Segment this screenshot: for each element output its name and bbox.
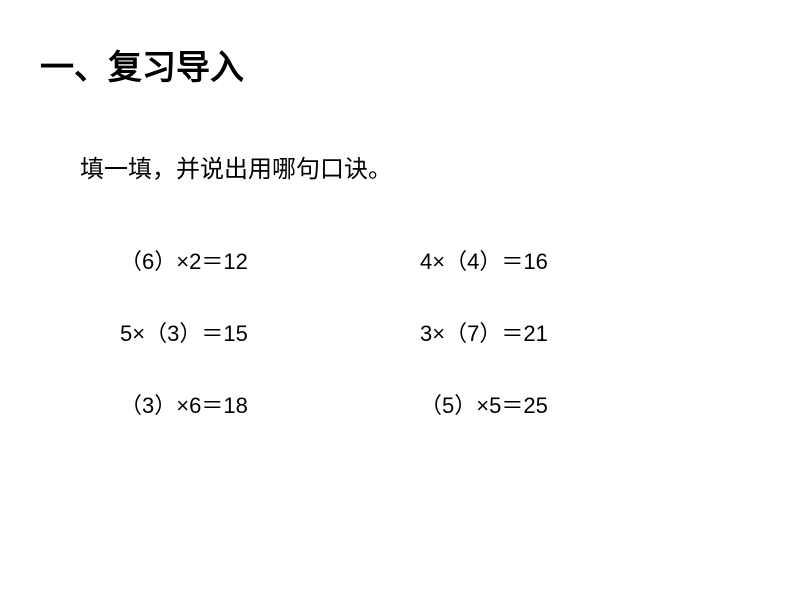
equals-symbol: ＝ [501, 393, 523, 418]
result-value: 21 [523, 321, 547, 346]
paren-close: ） [479, 321, 501, 346]
paren-open: （ [420, 393, 442, 418]
equations-grid: （6）×2＝12 4×（4）＝16 5×（3）＝15 3×（7）＝21 （3）×… [120, 244, 680, 420]
equals-symbol: ＝ [501, 249, 523, 274]
other-operand: 2 [189, 249, 201, 274]
result-value: 16 [523, 249, 547, 274]
equals-symbol: ＝ [201, 249, 223, 274]
result-value: 15 [223, 321, 247, 346]
result-value: 18 [223, 393, 247, 418]
other-operand: 6 [189, 393, 201, 418]
blank-value: 7 [467, 321, 479, 346]
blank-value: 5 [442, 393, 454, 418]
equals-symbol: ＝ [201, 321, 223, 346]
paren-close: ） [154, 249, 176, 274]
equals-symbol: ＝ [201, 393, 223, 418]
slide-page: 一、复习导入 填一填，并说出用哪句口诀。 （6）×2＝12 4×（4）＝16 5… [0, 0, 800, 600]
paren-close: ） [454, 393, 476, 418]
equals-symbol: ＝ [501, 321, 523, 346]
other-operand: 5 [489, 393, 501, 418]
paren-open: （ [120, 393, 142, 418]
page-title: 一、复习导入 [40, 40, 760, 89]
paren-close: ） [479, 249, 501, 274]
paren-open: （ [145, 321, 167, 346]
paren-close: ） [154, 393, 176, 418]
instruction-text: 填一填，并说出用哪句口诀。 [80, 149, 760, 184]
times-symbol: × [176, 393, 189, 418]
equation-1: （6）×2＝12 [120, 244, 380, 276]
equation-6: （5）×5＝25 [420, 388, 680, 420]
paren-open: （ [445, 321, 467, 346]
result-value: 25 [523, 393, 547, 418]
other-operand: 3 [420, 321, 432, 346]
times-symbol: × [432, 249, 445, 274]
times-symbol: × [432, 321, 445, 346]
paren-close: ） [179, 321, 201, 346]
blank-value: 3 [142, 393, 154, 418]
result-value: 12 [223, 249, 247, 274]
equation-3: 5×（3）＝15 [120, 316, 380, 348]
blank-value: 6 [142, 249, 154, 274]
equation-5: （3）×6＝18 [120, 388, 380, 420]
other-operand: 5 [120, 321, 132, 346]
times-symbol: × [132, 321, 145, 346]
paren-open: （ [445, 249, 467, 274]
paren-open: （ [120, 249, 142, 274]
blank-value: 3 [167, 321, 179, 346]
equation-2: 4×（4）＝16 [420, 244, 680, 276]
times-symbol: × [476, 393, 489, 418]
other-operand: 4 [420, 249, 432, 274]
times-symbol: × [176, 249, 189, 274]
equation-4: 3×（7）＝21 [420, 316, 680, 348]
blank-value: 4 [467, 249, 479, 274]
